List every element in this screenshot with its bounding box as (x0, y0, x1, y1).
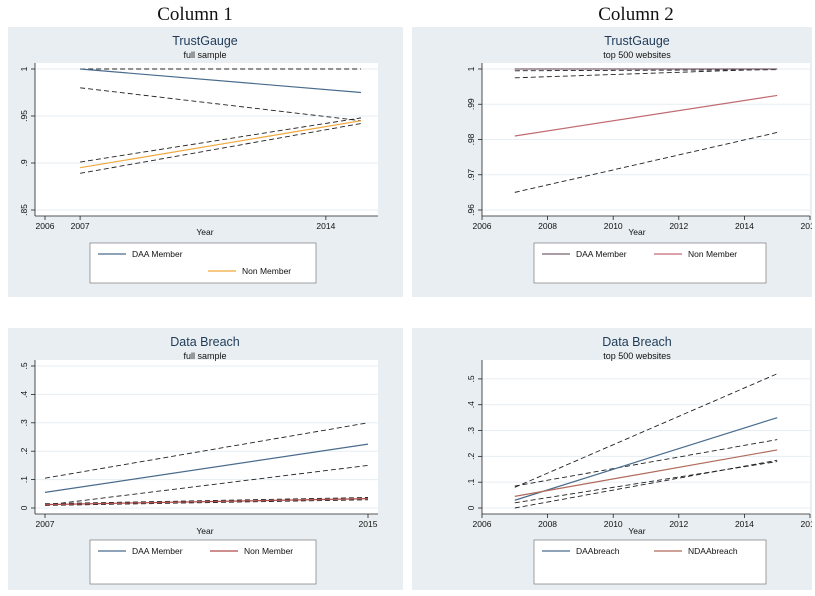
y-tick-label: 1 (19, 66, 29, 71)
series-line (514, 449, 778, 497)
legend-label: DAA Member (132, 546, 183, 556)
y-tick-label: .96 (466, 204, 476, 216)
x-axis-label: Year (196, 227, 213, 237)
x-axis-label: Year (196, 526, 213, 536)
ci-bound-line (514, 461, 778, 504)
chart-svg: .85 .9 .95 1 2006 2007 2014 TrustGauge full samp… (8, 27, 403, 297)
chart-trustgauge-full-sample: .85 .9 .95 1 2006 2007 2014 TrustGauge full samp… (8, 27, 403, 297)
x-tick-label: 2007 (36, 519, 55, 529)
x-tick-label: 2008 (538, 519, 557, 529)
chart-subtitle: full sample (183, 351, 226, 361)
y-tick-label: .9 (19, 159, 29, 166)
ci-bound-line (80, 87, 362, 122)
plot-area (35, 63, 378, 216)
y-tick-label: .5 (466, 375, 476, 382)
x-tick-label: 2012 (669, 221, 688, 231)
y-tick-label: .1 (466, 478, 476, 485)
y-tick-label: .2 (466, 453, 476, 460)
y-tick-label: .3 (19, 419, 29, 426)
y-tick-label: .95 (19, 110, 29, 122)
chart-subtitle: full sample (183, 50, 226, 60)
y-tick-label: .2 (19, 447, 29, 454)
y-tick-label: .98 (466, 133, 476, 145)
plot-area (482, 360, 810, 514)
ci-bound-line (44, 464, 369, 506)
x-tick-label: 2007 (71, 221, 90, 231)
column-2-header: Column 2 (598, 4, 674, 25)
ci-bound-line (514, 69, 778, 72)
y-tick-label: .1 (19, 476, 29, 483)
series-line (80, 68, 362, 94)
x-tick-label: 2016 (801, 221, 812, 231)
y-tick-label: .97 (466, 169, 476, 181)
series-line (80, 120, 362, 169)
x-tick-label: 2010 (604, 221, 623, 231)
x-tick-label: 2014 (735, 221, 754, 231)
plot-area (35, 360, 378, 514)
chart-title: Data Breach (602, 335, 672, 349)
chart-title: Data Breach (170, 335, 240, 349)
x-tick-label: 2010 (604, 519, 623, 529)
chart-subtitle: top 500 websites (603, 50, 671, 60)
legend-box (89, 242, 317, 284)
ci-bound-line (514, 459, 778, 509)
x-tick-label: 2014 (316, 221, 335, 231)
legend-label: NDAAbreach (688, 546, 738, 556)
legend-box (89, 539, 317, 585)
series-line (44, 443, 369, 493)
series-line (514, 417, 778, 501)
chart-databreach-full-sample: 0 .1 .2 .3 .4 .5 2007 2015 Data Breach full sampl… (8, 328, 403, 590)
chart-databreach-top500: 0 .1 .2 .3 .4 .5 2006 2008 2010 2012 2014 2016 Data … (412, 328, 812, 590)
y-tick-label: .85 (19, 204, 29, 216)
legend-label: DAA Member (132, 249, 183, 259)
y-tick-label: .3 (466, 427, 476, 434)
y-tick-label: 0 (19, 505, 29, 510)
y-tick-label: .4 (466, 401, 476, 408)
ci-bound-line (44, 499, 369, 506)
chart-trustgauge-top500: .96 .97 .98 .99 1 2006 2008 2010 2012 2014 2016 Tru… (412, 27, 812, 297)
chart-svg: .96 .97 .98 .99 1 2006 2008 2010 2012 2014 2016 Tru… (412, 27, 812, 297)
series-line (44, 498, 369, 506)
legend-box (533, 539, 767, 585)
ci-bound-line (514, 132, 778, 193)
ci-bound-line (514, 68, 778, 79)
y-tick-label: 0 (466, 505, 476, 510)
legend-box (533, 242, 767, 284)
chart-title: TrustGauge (604, 34, 670, 48)
x-tick-label: 2006 (36, 221, 55, 231)
y-tick-label: .99 (466, 98, 476, 110)
x-tick-label: 2006 (473, 519, 492, 529)
x-axis-label: Year (628, 227, 645, 237)
x-tick-label: 2016 (801, 519, 812, 529)
x-tick-label: 2015 (359, 519, 378, 529)
y-tick-label: .4 (19, 391, 29, 398)
x-tick-label: 2006 (473, 221, 492, 231)
ci-bound-line (44, 422, 369, 479)
chart-title: TrustGauge (172, 34, 238, 48)
legend-label: Non Member (244, 546, 293, 556)
y-tick-label: .5 (19, 362, 29, 369)
x-tick-label: 2014 (735, 519, 754, 529)
legend-label: Non Member (688, 249, 737, 259)
ci-bound-line (44, 497, 369, 505)
legend-label: Non Member (242, 266, 291, 276)
x-axis-label: Year (628, 526, 645, 536)
series-line (514, 94, 778, 137)
chart-svg: 0 .1 .2 .3 .4 .5 2006 2008 2010 2012 2014 2016 Data … (412, 328, 812, 590)
chart-subtitle: top 500 websites (603, 351, 671, 361)
legend-label: DAAbreach (576, 546, 620, 556)
ci-bound-line (514, 439, 778, 487)
chart-svg: 0 .1 .2 .3 .4 .5 2007 2015 Data Breach full sampl… (8, 328, 403, 590)
column-1-header: Column 1 (157, 4, 233, 25)
legend-label: DAA Member (576, 249, 627, 259)
x-tick-label: 2012 (669, 519, 688, 529)
x-tick-label: 2008 (538, 221, 557, 231)
y-tick-label: 1 (466, 66, 476, 71)
ci-bound-line (80, 117, 362, 163)
